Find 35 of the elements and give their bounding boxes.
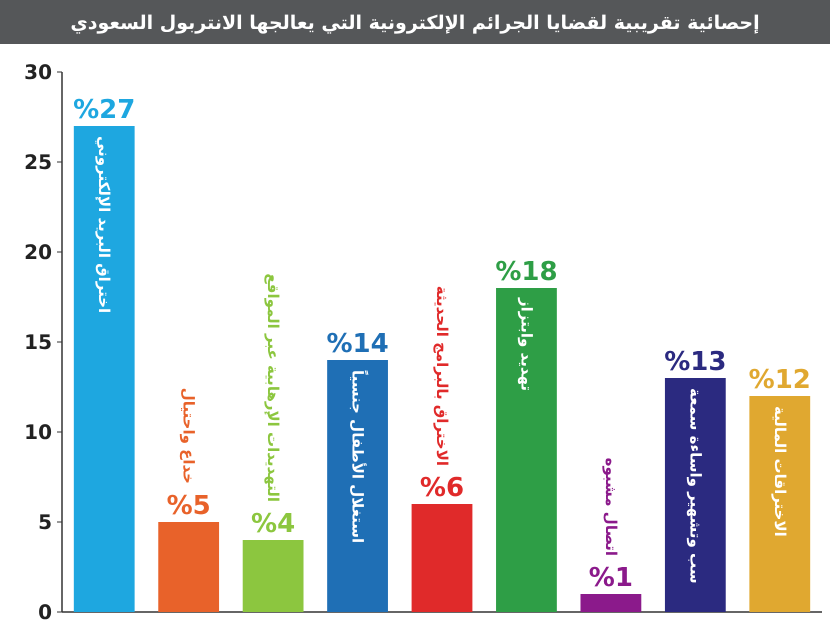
data-label: %18 (495, 257, 558, 287)
chart-title: إحصائية تقريبية لقضايا الجرائم الإلكترونية التي يعالجها الانتربول السعودي (70, 12, 760, 34)
bar (158, 522, 220, 612)
y-tick-label: 0 (38, 600, 52, 624)
x-tick-label: الاختراقات المالية (770, 406, 789, 537)
y-tick-label: 5 (38, 510, 52, 534)
data-label: %5 (166, 491, 211, 521)
x-tick-label: اختراق البريد الإلكتروني (95, 136, 114, 314)
y-tick-label: 25 (24, 150, 52, 174)
data-label: %14 (326, 329, 389, 359)
y-tick-label: 30 (24, 60, 52, 84)
bar (74, 126, 135, 612)
x-tick-label: تهديد وابتزاز (517, 297, 536, 392)
bar (580, 594, 642, 612)
data-label: %12 (748, 365, 811, 395)
y-tick-label: 15 (24, 330, 52, 354)
x-tick-label: سب وتشهير واساءة سمعة (686, 388, 704, 584)
bar (664, 378, 726, 612)
x-tick-label: استغلال الأطفال جنسياً (348, 370, 369, 544)
bar (412, 504, 472, 612)
data-label: %13 (664, 347, 726, 377)
data-label: %27 (73, 95, 136, 125)
x-tick-label: الاختراق بالبرامج الحديثة (433, 286, 451, 466)
bar (242, 540, 304, 612)
x-tick-label: اتصال مشبوه (602, 458, 620, 556)
y-tick-label: 10 (24, 420, 52, 444)
data-label: %1 (588, 563, 633, 593)
bar (327, 360, 388, 612)
data-label: %4 (251, 509, 296, 539)
data-label: %6 (420, 473, 464, 503)
x-tick-label: التهديدات الإرهابية عبر المواقع (264, 273, 282, 502)
bar (749, 396, 810, 612)
y-tick-label: 20 (24, 240, 52, 264)
bar (496, 288, 557, 612)
x-tick-label: خداع واحتيال (180, 388, 198, 484)
